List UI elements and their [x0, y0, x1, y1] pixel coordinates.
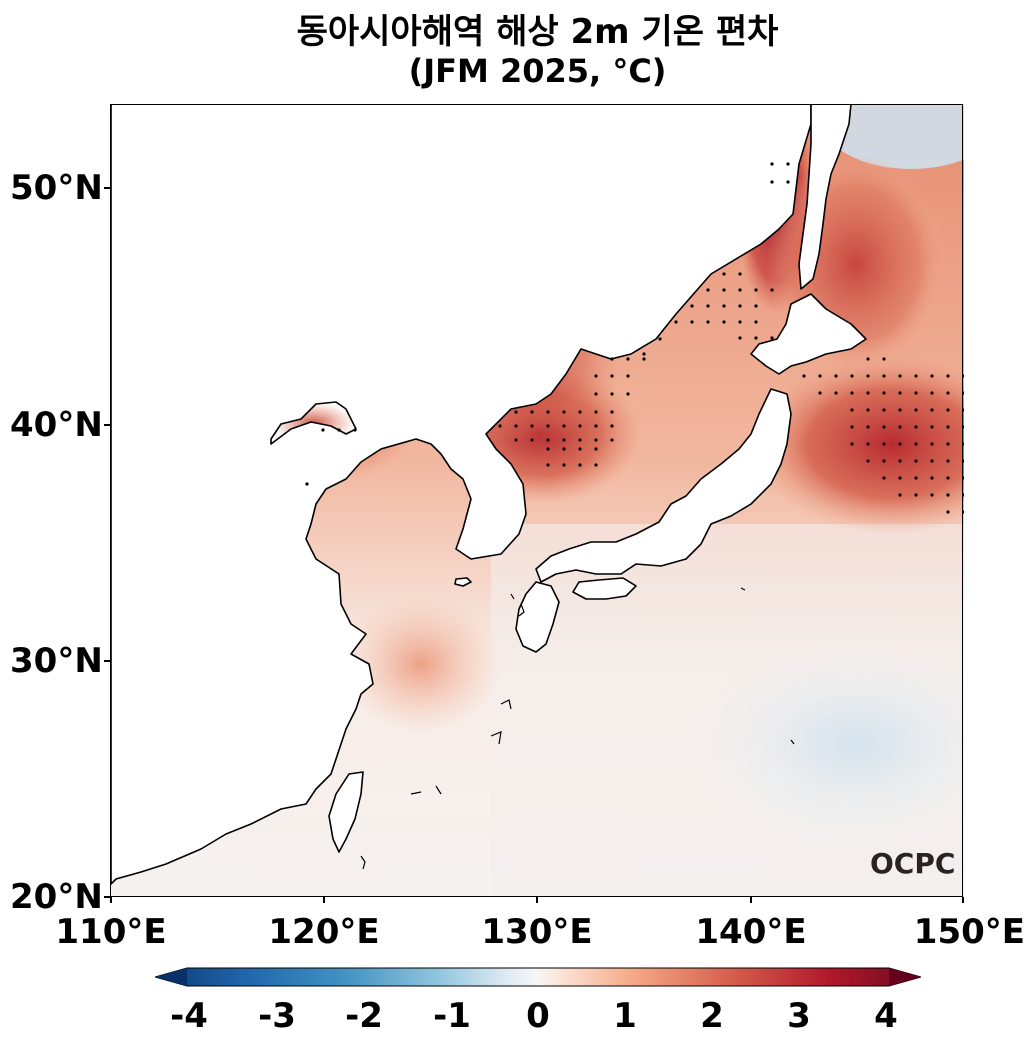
- map-subtitle: (JFM 2025, °C): [408, 52, 667, 90]
- colorbar-label-neg4: -4: [170, 996, 208, 1036]
- ocpc-logo: OCPC: [870, 847, 956, 880]
- mainland-asia: [111, 104, 812, 885]
- map-title: 동아시아해역 해상 2m 기온 편차: [296, 12, 779, 52]
- lon-label-110e: 110°E: [55, 912, 167, 952]
- colorbar-label-0: 0: [526, 996, 550, 1036]
- map-canvas: [111, 104, 964, 897]
- anomaly-map: [111, 104, 964, 897]
- lat-label-20n: 20°N: [10, 877, 103, 917]
- lon-tick: [536, 897, 538, 903]
- lon-label-150e: 150°E: [913, 912, 1025, 952]
- lon-tick: [962, 897, 964, 903]
- lat-label-50n: 50°N: [10, 168, 103, 208]
- honshu-island: [535, 388, 792, 583]
- colorbar-label-4: 4: [874, 996, 898, 1036]
- hokkaido-island: [750, 293, 867, 375]
- colorbar-label-neg2: -2: [345, 996, 383, 1036]
- taiwan-island: [328, 771, 364, 853]
- colorbar-label-1: 1: [613, 996, 637, 1036]
- lon-tick: [110, 897, 112, 903]
- colorbar: [153, 967, 923, 987]
- lon-label-120e: 120°E: [268, 912, 380, 952]
- shikoku-island: [572, 577, 637, 600]
- lat-tick: [104, 424, 110, 426]
- lat-tick: [104, 896, 110, 898]
- significance-dots: [305, 162, 964, 514]
- lat-tick: [104, 660, 110, 662]
- colorbar-label-neg3: -3: [258, 996, 296, 1036]
- colorbar-label-2: 2: [700, 996, 724, 1036]
- lon-tick: [323, 897, 325, 903]
- lat-label-30n: 30°N: [10, 641, 103, 681]
- sakhalin-island: [798, 104, 852, 290]
- colorbar-label-3: 3: [787, 996, 811, 1036]
- lon-label-130e: 130°E: [481, 912, 593, 952]
- colorbar-label-neg1: -1: [433, 996, 471, 1036]
- lon-label-140e: 140°E: [695, 912, 807, 952]
- lon-tick: [750, 897, 752, 903]
- lat-tick: [104, 187, 110, 189]
- lat-label-40n: 40°N: [10, 405, 103, 445]
